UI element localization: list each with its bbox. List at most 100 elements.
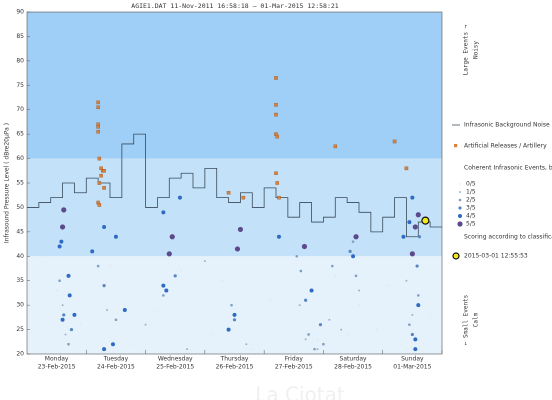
x-tick-label: Sunday — [401, 356, 424, 363]
noise-line — [27, 133, 442, 238]
event-point — [234, 246, 241, 252]
zone-label: Large Events → — [463, 24, 470, 75]
event-point — [232, 318, 237, 322]
event-point — [61, 207, 67, 213]
legend-swatch — [458, 206, 462, 210]
event-point — [351, 254, 356, 259]
legend-artillery-swatch — [454, 144, 458, 148]
event-point — [209, 333, 212, 336]
artillery-point — [404, 166, 409, 171]
artillery-point — [274, 112, 278, 117]
event-point — [232, 312, 237, 317]
event-point — [62, 313, 66, 317]
artillery-point — [97, 181, 102, 185]
legend-label: 2/5 — [466, 197, 476, 204]
event-point — [416, 294, 420, 297]
legend-swatch — [459, 183, 461, 185]
event-point — [173, 274, 177, 278]
event-point — [295, 254, 299, 258]
artillery-point — [392, 139, 397, 144]
event-point — [307, 333, 310, 336]
event-point — [301, 243, 308, 250]
event-point — [64, 333, 67, 336]
legend-label: 3/5 — [466, 205, 476, 212]
legend-label: 4/5 — [466, 213, 476, 220]
artillery-point — [102, 186, 106, 190]
event-point — [161, 210, 166, 215]
event-point — [412, 224, 418, 230]
event-point — [318, 323, 323, 327]
x-tick-label: Wednesday — [158, 356, 193, 363]
x-date-label: 27-Feb-2015 — [275, 364, 313, 371]
event-point — [316, 348, 319, 351]
event-point — [304, 338, 307, 341]
event-point — [353, 234, 359, 240]
event-point — [251, 348, 254, 350]
event-point — [245, 343, 248, 346]
event-point — [186, 348, 189, 351]
event-point — [67, 293, 72, 298]
event-point — [109, 265, 111, 267]
artillery-point — [241, 195, 246, 200]
event-point — [358, 289, 360, 292]
artillery-point — [97, 203, 102, 207]
x-date-label: 01-Mar-2015 — [393, 364, 431, 371]
event-point — [90, 249, 95, 254]
event-point — [331, 264, 334, 268]
legend-swatch — [459, 191, 461, 193]
event-point — [348, 249, 352, 253]
legend-swatch — [457, 221, 463, 227]
event-point — [387, 284, 390, 287]
event-point — [79, 323, 82, 326]
artillery-point — [96, 105, 100, 110]
x-tick-label: Thursday — [220, 356, 249, 363]
event-point — [351, 240, 355, 243]
zone-label: Noisy — [473, 41, 480, 59]
event-point — [180, 270, 182, 272]
event-point — [59, 224, 66, 230]
artillery-point — [96, 100, 100, 105]
event-point — [415, 264, 419, 268]
event-point — [113, 234, 118, 239]
event-point — [354, 274, 358, 278]
event-point — [346, 333, 348, 336]
y-tick-label: 25 — [16, 326, 24, 333]
event-point — [413, 337, 418, 342]
event-point — [313, 347, 316, 351]
event-point — [58, 279, 61, 283]
artillery-point — [274, 171, 278, 175]
artillery-point — [96, 129, 100, 134]
x-tick-label: Friday — [285, 356, 304, 363]
y-tick-label: 35 — [16, 277, 24, 284]
artillery-point — [99, 166, 103, 171]
legend-label: 0/5 — [466, 181, 476, 188]
event-point — [237, 226, 244, 233]
x-date-label: 24-Feb-2015 — [97, 364, 135, 371]
legend-label: 2015-03-01 12:55:53 — [464, 253, 528, 260]
x-date-label: 23-Feb-2015 — [38, 364, 76, 371]
watermark: La Ciotat — [255, 383, 345, 400]
legend-title: Coherent Infrasonic Events, by Score: — [464, 165, 552, 172]
event-point — [405, 279, 408, 282]
artillery-point — [275, 181, 279, 185]
artillery-point — [102, 169, 106, 173]
event-point — [144, 323, 147, 326]
legend-label: Artificial Releases / Artillery — [464, 143, 547, 150]
x-tick-label: Monday — [45, 356, 69, 363]
event-point — [57, 244, 62, 249]
event-point — [375, 328, 378, 331]
event-point — [407, 220, 412, 225]
zone-label: Calm — [473, 312, 480, 327]
y-tick-label: 50 — [16, 204, 24, 211]
event-point — [417, 235, 422, 239]
event-point — [177, 195, 182, 200]
event-point — [69, 327, 74, 332]
y-tick-label: 80 — [16, 57, 24, 64]
event-point — [72, 312, 77, 317]
x-date-label: 26-Feb-2015 — [216, 364, 254, 371]
artillery-point — [97, 156, 102, 161]
event-point — [230, 303, 233, 307]
event-point — [122, 308, 127, 313]
y-tick-label: 20 — [16, 351, 24, 358]
